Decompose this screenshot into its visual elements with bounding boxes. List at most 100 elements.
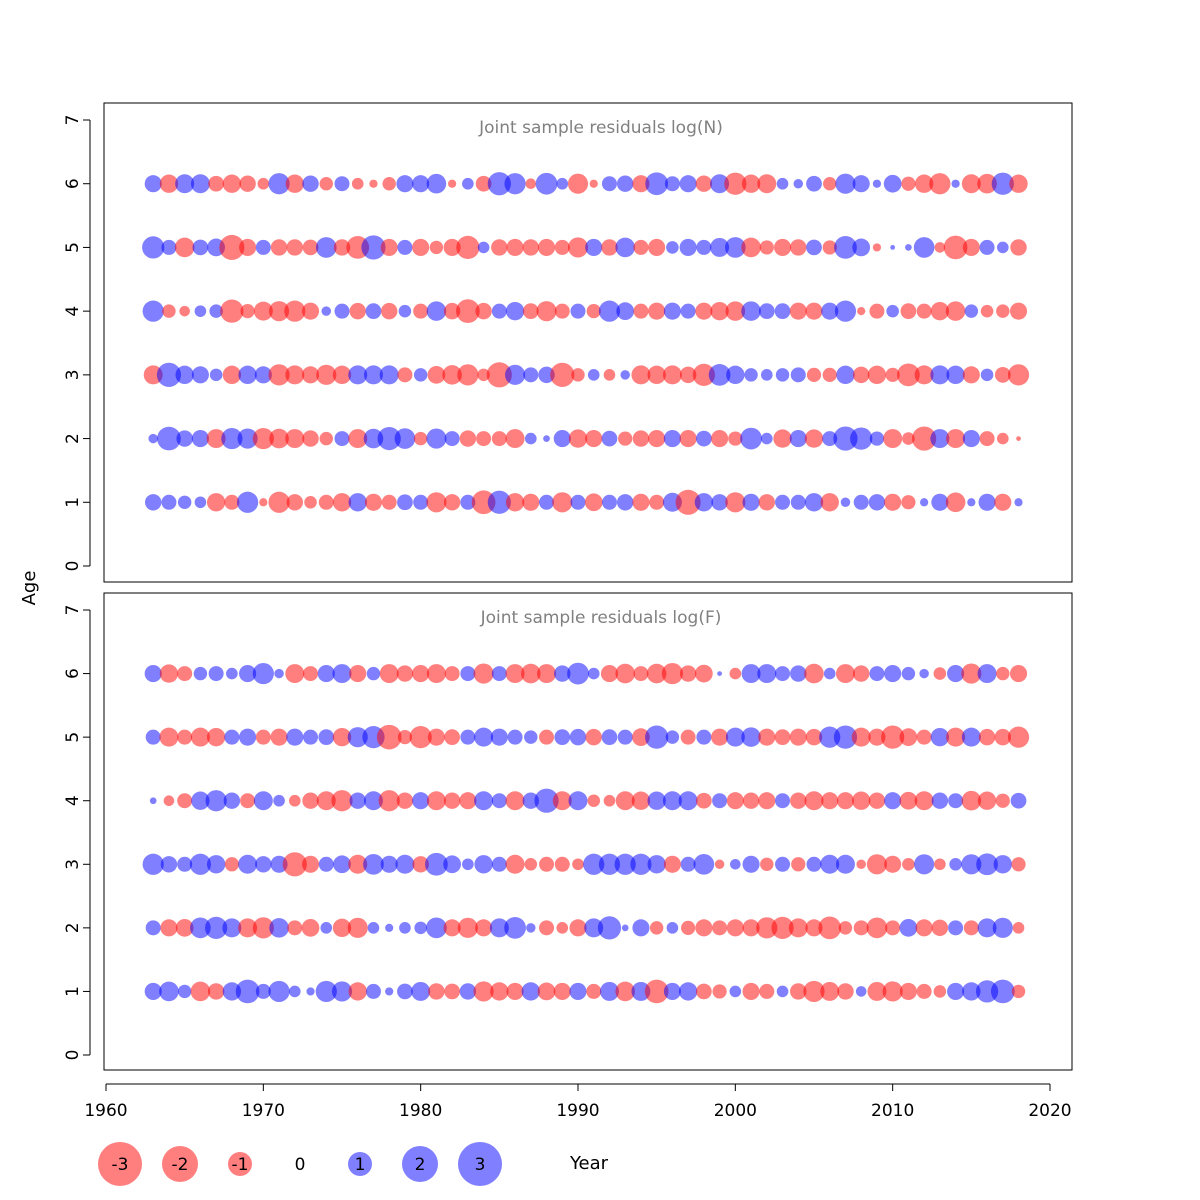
residual-bubble-negative [505,429,525,449]
residual-bubble-negative [902,432,915,445]
residual-bubble-negative [696,792,712,809]
residual-bubble-positive [238,854,258,874]
residual-bubble-negative [790,983,807,1000]
residual-bubble-negative [615,981,635,1002]
residual-bubble-negative [442,365,462,385]
residual-bubble-negative [790,239,807,256]
residual-bubble-positive [334,431,350,447]
y-tick-label: 7 [63,115,83,126]
residual-bubble-negative [681,920,696,935]
residual-bubble-positive [253,791,273,811]
residual-bubble-positive [744,368,758,382]
residual-bubble-negative [1012,922,1025,934]
residual-bubble-negative [996,666,1010,681]
residual-bubble-negative [537,982,556,1001]
residual-bubble-positive [583,853,605,875]
residual-bubble-negative [379,664,399,684]
residual-bubble-positive [209,304,223,318]
residual-bubble-positive [413,494,429,510]
residual-bubble-negative [302,430,319,447]
residual-bubble-positive [601,430,618,447]
residual-bubble-negative [1007,726,1030,748]
residual-bubble-negative [286,494,304,511]
residual-bubble-positive [189,853,212,875]
residual-bubble-negative [448,179,457,188]
residual-bubble-positive [632,919,650,937]
residual-bubble-positive [620,370,630,380]
residual-bubble-negative [696,983,712,1000]
residual-bubble-negative [301,302,320,320]
residual-bubble-negative [378,790,400,812]
residual-bubble-positive [991,172,1014,195]
residual-bubble-positive [868,494,886,511]
residual-bubble-positive [741,664,761,684]
residual-bubble-positive [931,792,949,809]
residual-bubble-negative [348,854,368,874]
residual-bubble-positive [663,302,681,320]
residual-bubble-positive [302,175,319,192]
residual-bubble-negative [288,794,301,807]
residual-bubble-negative [426,492,447,513]
residual-bubble-negative [901,495,916,510]
residual-bubble-negative [741,237,761,258]
residual-bubble-positive [570,303,586,319]
residual-bubble-negative [946,429,966,449]
residual-bubble-positive [334,303,350,319]
residual-bubble-positive [321,306,332,316]
residual-bubble-negative [852,791,871,810]
residual-bubble-positive [320,922,333,934]
residual-bubble-negative [586,304,601,319]
residual-bubble-positive [742,493,760,511]
residual-bubble-negative [428,983,445,1000]
residual-bubble-positive [159,981,179,1002]
residual-bubble-positive [268,980,290,1003]
residual-bubble-negative [663,855,681,873]
residual-bubble-negative [376,724,402,750]
residual-bubble-positive [930,365,950,385]
residual-bubble-positive [616,302,635,321]
residual-bubble-positive [949,858,962,871]
residual-bubble-positive [363,365,383,385]
residual-bubble-negative [773,429,792,448]
residual-bubble-negative [443,238,461,256]
residual-bubble-positive [315,980,337,1003]
residual-bubble-negative [885,367,900,382]
residual-bubble-positive [742,855,760,873]
residual-bubble-negative [1009,665,1028,683]
residual-bubble-negative [852,366,870,384]
residual-bubble-positive [901,666,916,681]
residual-bubble-positive [306,987,315,996]
residual-bubble-negative [758,792,776,810]
residual-bubble-positive [238,365,257,385]
residual-bubble-positive [504,916,526,939]
residual-bubble-negative [159,727,179,747]
residual-bubble-negative [961,174,981,194]
residual-bubble-positive [144,494,162,511]
residual-bubble-positive [236,491,259,513]
residual-bubble-positive [426,301,447,321]
residual-bubble-negative [867,981,887,1001]
residual-bubble-negative [675,489,701,515]
residual-bubble-negative [648,430,666,448]
residual-bubble-negative [695,302,713,320]
residual-bubble-negative [837,983,854,1000]
residual-bubble-negative [649,494,665,510]
residual-bubble-negative [945,492,966,513]
residual-bubble-negative [491,431,507,447]
residual-bubble-negative [522,493,540,511]
residual-bubble-positive [477,241,490,254]
residual-bubble-positive [303,729,319,745]
residual-bubble-negative [475,919,493,937]
residual-bubble-negative [632,175,650,193]
legend-bubble-negative [162,1146,198,1182]
residual-bubble-negative [206,727,226,747]
residual-bubble-positive [905,244,912,251]
residual-bubble-negative [255,729,271,745]
residual-bubble-positive [869,431,885,446]
residual-bubble-positive [365,303,382,320]
residual-bubble-positive [663,982,681,1000]
legend-label: -2 [172,1155,189,1175]
residual-bubble-positive [190,917,211,939]
residual-bubble-negative [239,238,257,256]
residual-bubble-positive [526,923,536,933]
